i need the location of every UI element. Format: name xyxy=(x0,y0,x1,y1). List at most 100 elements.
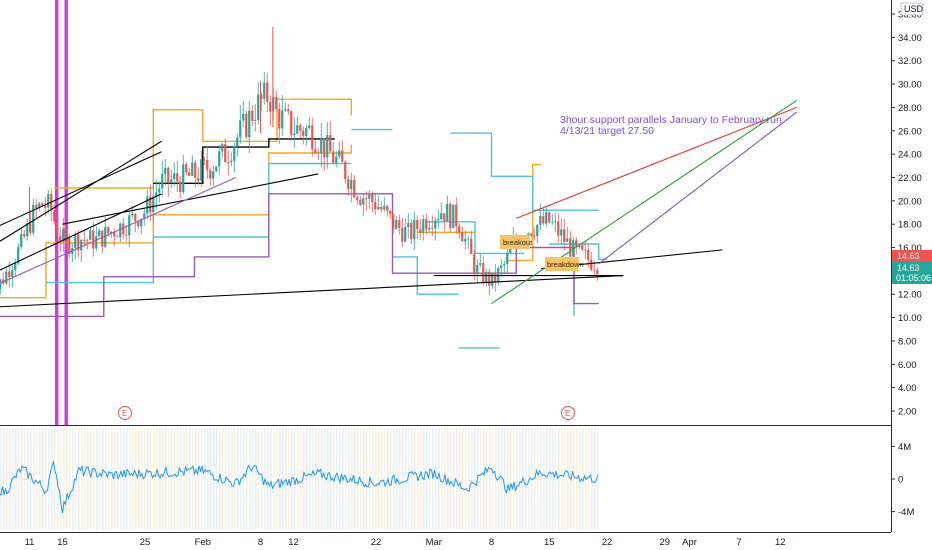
volume-bar xyxy=(123,428,125,530)
price-tick-label: 34.00 xyxy=(898,33,922,44)
candle-body xyxy=(197,177,200,181)
candle-body xyxy=(119,223,122,238)
volume-bar xyxy=(561,428,563,530)
earnings-marker-1[interactable] xyxy=(118,406,132,420)
candle-body xyxy=(338,150,341,157)
date-tick-label: Mar xyxy=(426,537,442,548)
trend-lines[interactable] xyxy=(0,99,798,309)
candle-body xyxy=(20,233,23,247)
volume-bar xyxy=(492,428,494,530)
price-tick-label: 18.00 xyxy=(898,220,922,231)
step-level xyxy=(450,132,599,211)
candle-body xyxy=(44,205,47,208)
candle-body xyxy=(257,94,260,120)
candle-body xyxy=(371,194,374,202)
candle-body xyxy=(563,229,566,242)
volume-bar xyxy=(39,428,41,530)
volume-bar xyxy=(222,428,224,530)
candle-body xyxy=(263,82,266,99)
currency-badge[interactable] xyxy=(900,2,924,16)
candle-body xyxy=(269,101,272,112)
candle-body xyxy=(167,167,170,183)
candle-body xyxy=(74,234,77,249)
volume-bar xyxy=(564,428,566,530)
volume-bar xyxy=(357,428,359,530)
volume-bar xyxy=(234,428,236,530)
candle-body xyxy=(230,160,233,163)
volume-bar xyxy=(180,428,182,530)
volume-bar xyxy=(324,428,326,530)
candle-body xyxy=(245,113,248,138)
price-tick-label: 24.00 xyxy=(898,150,922,161)
volume-bar xyxy=(138,428,140,530)
step-level xyxy=(0,144,352,299)
volume-bar xyxy=(27,428,29,530)
candle-body xyxy=(467,238,470,240)
price-pane[interactable] xyxy=(0,0,892,533)
session-marker-1 xyxy=(55,0,59,425)
volume-bar xyxy=(36,428,38,530)
volume-bar xyxy=(129,428,131,530)
candle-body xyxy=(350,180,353,190)
volume-bar xyxy=(594,428,596,530)
candle-body xyxy=(59,236,62,242)
candle-body xyxy=(155,192,158,197)
candle-body xyxy=(554,221,557,223)
volume-bar xyxy=(6,428,8,530)
volume-bar xyxy=(198,428,200,530)
candle-body xyxy=(425,219,428,230)
candle-body xyxy=(293,133,296,135)
candle-body xyxy=(233,146,236,161)
volume-bar xyxy=(543,428,545,530)
volume-bar xyxy=(372,428,374,530)
candle-body xyxy=(236,137,239,147)
candle-body xyxy=(26,223,29,237)
volume-bar xyxy=(99,428,101,530)
candle-body xyxy=(482,263,485,283)
volume-bar xyxy=(33,428,35,530)
volume-bar xyxy=(84,428,86,530)
volume-bar xyxy=(273,428,275,530)
step-level xyxy=(54,98,352,189)
candle-body xyxy=(302,130,305,137)
candle-body xyxy=(329,135,332,152)
date-tick-label: 8 xyxy=(489,537,494,548)
candle-body xyxy=(149,196,152,213)
candle-body xyxy=(596,270,599,275)
volume-bar xyxy=(159,428,161,530)
candle-body xyxy=(440,213,443,220)
earnings-marker-2[interactable] xyxy=(561,406,575,420)
volume-bar xyxy=(228,428,230,530)
candle-body xyxy=(323,138,326,158)
volume-tick-label: 4M xyxy=(898,442,911,453)
price-tick-label: 30.00 xyxy=(898,80,922,91)
volume-bar xyxy=(336,428,338,530)
date-tick-label: 15 xyxy=(57,537,68,548)
candle-body xyxy=(590,259,593,270)
breakdown-label: breakdown xyxy=(547,260,584,269)
date-tick-label: 22 xyxy=(371,537,382,548)
candle-body xyxy=(464,238,467,242)
candle-body xyxy=(368,194,371,199)
candle-body xyxy=(416,219,419,230)
trend-line xyxy=(0,140,162,242)
volume-bar xyxy=(450,428,452,530)
trend-line xyxy=(0,193,162,271)
volume-bar xyxy=(51,428,53,530)
volume-bar xyxy=(156,428,158,530)
candle-body xyxy=(551,221,554,223)
date-tick-label: 22 xyxy=(602,537,613,548)
candle-body xyxy=(254,119,257,121)
volume-bar xyxy=(309,428,311,530)
volume-bar xyxy=(360,428,362,530)
candle-body xyxy=(305,127,308,137)
candle-body xyxy=(344,161,347,180)
volume-bar xyxy=(555,428,557,530)
volume-bar xyxy=(345,428,347,530)
candle-body xyxy=(503,264,506,266)
step-level xyxy=(153,138,335,185)
candle-body xyxy=(47,194,50,208)
candle-body xyxy=(95,236,98,249)
volume-bar xyxy=(333,428,335,530)
